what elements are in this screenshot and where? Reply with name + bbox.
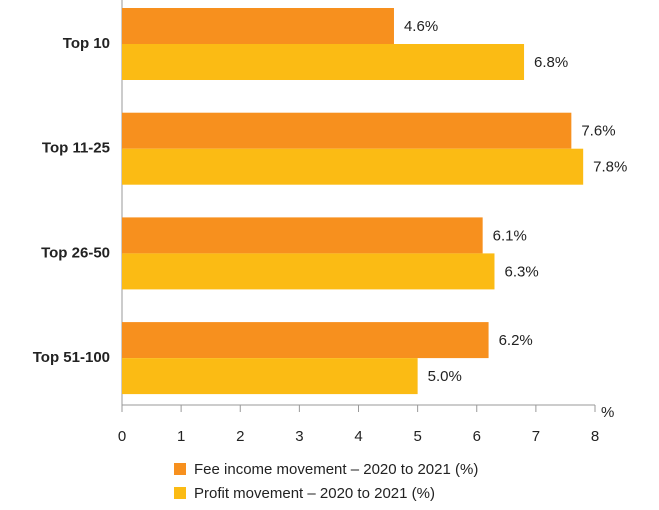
x-tick-label: 3	[295, 428, 303, 445]
bar	[122, 217, 483, 254]
bar	[122, 358, 418, 395]
x-tick-label: 5	[413, 428, 421, 445]
legend-swatch	[174, 487, 186, 499]
bar	[122, 322, 489, 359]
bar	[122, 8, 394, 44]
legend-swatch	[174, 463, 186, 475]
x-tick-label: 2	[236, 428, 244, 445]
bar	[122, 253, 495, 290]
bar	[122, 112, 572, 149]
x-tick-label: 0	[118, 428, 126, 445]
x-tick-label: 1	[177, 428, 185, 445]
value-label: 7.8%	[593, 159, 627, 176]
x-tick-label: 6	[473, 428, 481, 445]
value-label: 6.1%	[493, 227, 527, 244]
category-label: Top 26-50	[41, 244, 110, 261]
legend-label: Fee income movement – 2020 to 2021 (%)	[194, 461, 478, 478]
legend-label: Profit movement – 2020 to 2021 (%)	[194, 485, 435, 502]
value-label: 6.8%	[534, 54, 568, 71]
x-tick-label: 7	[532, 428, 540, 445]
bar	[122, 44, 525, 80]
value-label: 7.6%	[581, 123, 615, 140]
value-label: 4.6%	[404, 18, 438, 35]
value-label: 5.0%	[428, 368, 462, 385]
category-label: Top 10	[63, 35, 110, 52]
x-tick-label: 8	[591, 428, 599, 445]
category-label: Top 51-100	[33, 349, 110, 366]
value-label: 6.2%	[499, 332, 533, 349]
x-tick-label: 4	[354, 428, 362, 445]
category-label: Top 11-25	[42, 140, 110, 157]
bar	[122, 148, 584, 185]
x-axis-label: %	[601, 404, 614, 421]
value-label: 6.3%	[504, 263, 538, 280]
